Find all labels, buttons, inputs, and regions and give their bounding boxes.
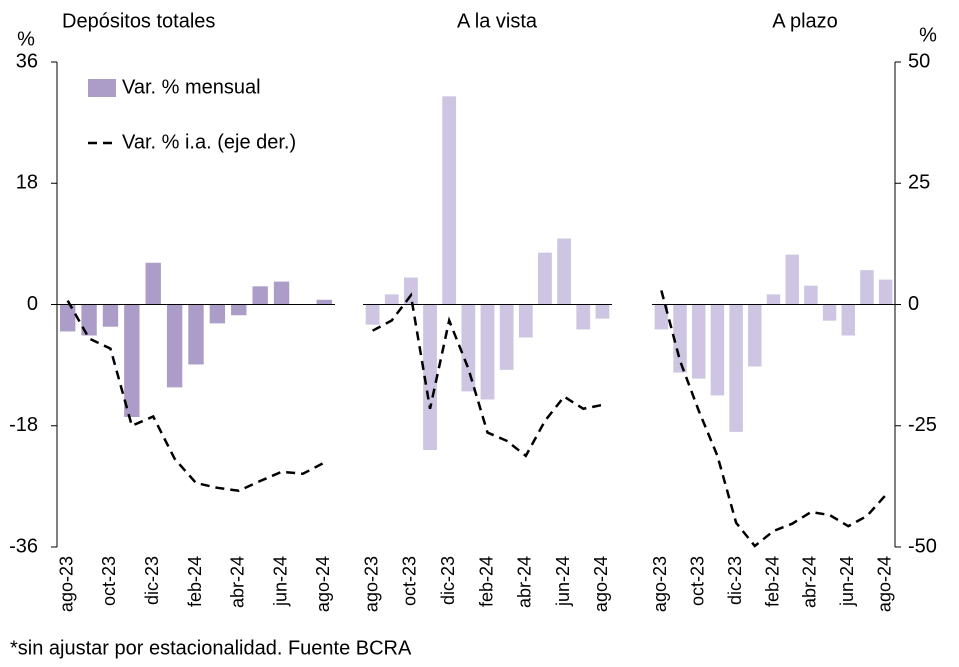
- bar: [81, 304, 97, 336]
- panel-title: A la vista: [457, 10, 538, 32]
- x-tick-label: jun-24: [270, 556, 290, 607]
- bar: [499, 304, 514, 370]
- bar: [692, 304, 706, 379]
- y-axis-unit: %: [17, 28, 35, 50]
- bar: [384, 294, 399, 305]
- x-tick-label: jun-24: [837, 556, 857, 607]
- bar: [766, 294, 781, 305]
- bar: [442, 96, 457, 305]
- x-tick-label: ago-23: [650, 556, 670, 612]
- legend-swatch: [88, 79, 116, 97]
- bar: [654, 304, 669, 330]
- y-tick-label: 0: [27, 293, 38, 315]
- panel-title: Depósitos totales: [62, 10, 215, 32]
- y-tick-label: -18: [9, 414, 38, 436]
- line: [660, 290, 887, 548]
- bar: [59, 304, 76, 332]
- y-tick-label: 18: [16, 172, 38, 194]
- bar: [841, 304, 855, 336]
- bar: [480, 304, 495, 400]
- bar: [710, 304, 725, 396]
- bar: [166, 304, 183, 388]
- y-tick-label: -36: [9, 535, 38, 557]
- y2-tick-label: -25: [908, 414, 937, 436]
- x-tick-label: abr-24: [228, 556, 248, 608]
- line: [371, 292, 603, 458]
- bar: [576, 304, 591, 330]
- bar: [729, 304, 743, 432]
- bar: [557, 238, 572, 305]
- bar: [748, 304, 762, 367]
- x-tick-label: feb-24: [185, 556, 205, 607]
- bar: [209, 304, 226, 324]
- bar: [316, 299, 333, 305]
- x-tick-label: ago-23: [361, 556, 381, 612]
- panel-title: A plazo: [772, 10, 838, 32]
- y2-axis-unit: %: [919, 24, 937, 46]
- x-tick-label: ago-24: [874, 556, 894, 612]
- legend-label: Var. % i.a. (eje der.): [122, 131, 296, 153]
- bar: [273, 281, 290, 305]
- x-tick-label: ago-24: [591, 556, 611, 612]
- bar: [252, 286, 268, 305]
- y2-tick-label: -50: [908, 535, 937, 557]
- bar: [673, 304, 687, 373]
- bar: [860, 270, 874, 305]
- y-tick-label: 36: [16, 50, 38, 72]
- x-tick-label: abr-24: [800, 556, 820, 608]
- bar: [188, 304, 204, 365]
- bar: [145, 262, 161, 305]
- x-tick-label: dic-23: [438, 556, 458, 605]
- bar: [822, 304, 837, 321]
- bar: [804, 285, 818, 305]
- bar: [878, 279, 893, 305]
- bar: [461, 304, 476, 392]
- bar: [538, 252, 552, 305]
- x-tick-label: dic-23: [725, 556, 745, 605]
- bar: [231, 304, 247, 316]
- footnote: *sin ajustar por estacionalidad. Fuente …: [10, 637, 412, 659]
- x-tick-label: oct-23: [99, 556, 119, 606]
- x-tick-label: oct-23: [687, 556, 707, 606]
- x-tick-label: ago-24: [313, 556, 333, 612]
- bar: [423, 304, 437, 450]
- x-tick-label: jun-24: [553, 556, 573, 607]
- bar: [124, 304, 140, 417]
- x-tick-label: abr-24: [515, 556, 535, 608]
- bar: [518, 304, 533, 338]
- bar: [595, 304, 610, 319]
- y2-tick-label: 50: [908, 50, 930, 72]
- line: [66, 300, 325, 493]
- legend-label: Var. % mensual: [122, 76, 261, 98]
- bar: [102, 304, 119, 327]
- y2-tick-label: 0: [908, 293, 919, 315]
- x-tick-label: feb-24: [476, 556, 496, 607]
- bar: [785, 254, 799, 305]
- y2-tick-label: 25: [908, 172, 930, 194]
- bar: [365, 304, 380, 325]
- x-tick-label: ago-23: [56, 556, 76, 612]
- x-tick-label: oct-23: [400, 556, 420, 606]
- x-tick-label: dic-23: [142, 556, 162, 605]
- x-tick-label: feb-24: [762, 556, 782, 607]
